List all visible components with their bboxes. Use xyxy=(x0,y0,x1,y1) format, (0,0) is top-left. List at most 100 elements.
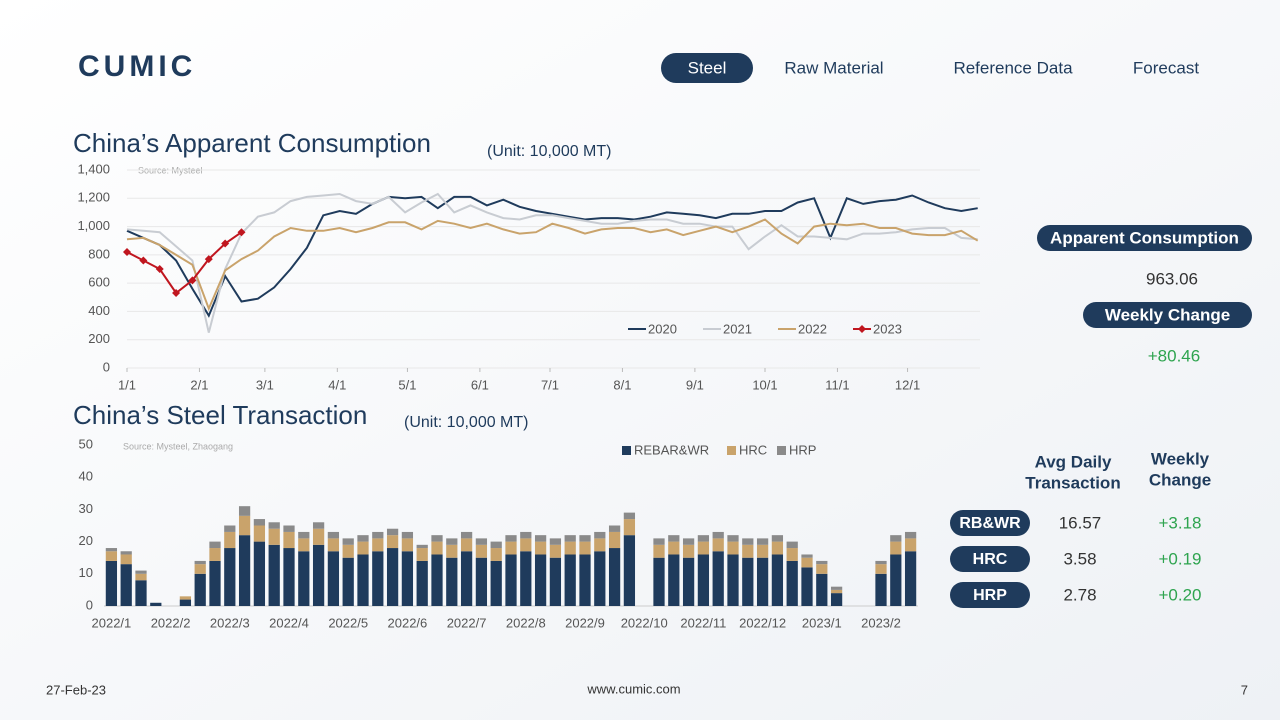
bar-segment xyxy=(342,557,354,606)
y-tick-label: 30 xyxy=(79,501,93,516)
bar-segment xyxy=(135,573,147,581)
y-tick-label: 400 xyxy=(88,303,110,318)
bar-segment xyxy=(105,551,118,561)
bar-segment xyxy=(712,538,724,552)
bar-segment xyxy=(830,593,843,606)
bar-segment xyxy=(682,557,695,606)
y-tick-label: 0 xyxy=(103,359,110,374)
legend-swatch xyxy=(727,446,736,455)
table-value: 16.57 xyxy=(1059,513,1102,532)
bar-segment xyxy=(475,538,488,545)
bar-segment xyxy=(668,541,680,555)
bar-segment xyxy=(327,531,340,539)
bar-segment xyxy=(475,544,488,558)
bar-segment xyxy=(268,528,280,545)
x-tick-label: 9/1 xyxy=(686,377,704,392)
bar-segment xyxy=(742,544,754,558)
y-tick-label: 1,200 xyxy=(77,190,110,205)
logo: CUMIC xyxy=(78,50,196,83)
bar-segment xyxy=(135,580,147,606)
x-tick-label: 2023/1 xyxy=(802,615,842,630)
bar-segment xyxy=(283,525,295,532)
bar-segment xyxy=(386,548,399,606)
bar-segment xyxy=(801,567,813,606)
bar-segment xyxy=(238,535,251,606)
bar-segment xyxy=(446,557,458,606)
bar-segment xyxy=(298,531,310,539)
bar-segment xyxy=(727,541,739,555)
nav-pill[interactable] xyxy=(661,53,753,83)
bar-segment xyxy=(253,541,266,606)
point-marker xyxy=(204,255,213,264)
summary-change: +80.46 xyxy=(1148,346,1200,365)
bar-segment xyxy=(653,544,665,558)
bar-segment xyxy=(268,522,280,529)
legend-label: 2021 xyxy=(723,321,752,336)
x-tick-label: 8/1 xyxy=(613,377,631,392)
bar-segment xyxy=(520,551,532,606)
nav-item[interactable]: Steel xyxy=(688,58,727,77)
table-change: +0.19 xyxy=(1158,549,1201,568)
bar-segment xyxy=(224,525,236,532)
bar-segment xyxy=(431,535,443,542)
label-pill-text: Apparent Consumption xyxy=(1050,228,1239,247)
bar-segment xyxy=(668,535,680,542)
legend-marker xyxy=(858,325,866,333)
bar-segment xyxy=(712,531,724,539)
legend-swatch xyxy=(622,446,631,455)
bar-segment xyxy=(298,551,310,606)
bar-segment xyxy=(653,557,665,606)
bar-segment xyxy=(283,531,295,549)
bar-segment xyxy=(549,557,562,606)
chart-title: China’s Apparent Consumption xyxy=(73,128,431,158)
label-pill xyxy=(950,510,1030,536)
bar-segment xyxy=(416,560,428,606)
x-tick-label: 2022/8 xyxy=(506,615,546,630)
table-change: +3.18 xyxy=(1158,513,1201,532)
bar-segment xyxy=(475,557,488,606)
bar-segment xyxy=(209,548,221,561)
legend-label: 2022 xyxy=(798,321,827,336)
x-tick-label: 1/1 xyxy=(118,377,136,392)
bar-segment xyxy=(460,538,473,552)
x-tick-label: 2022/12 xyxy=(739,615,786,630)
bar-segment xyxy=(416,548,428,561)
bar-segment xyxy=(357,535,369,542)
bar-segment xyxy=(594,538,606,552)
bar-segment xyxy=(904,551,917,606)
bar-segment xyxy=(904,531,917,539)
bar-segment xyxy=(534,541,547,555)
bar-segment xyxy=(816,560,828,565)
bar-segment xyxy=(623,519,636,536)
bar-segment xyxy=(224,531,236,549)
bar-segment xyxy=(460,531,473,539)
column-header: Avg Daily xyxy=(1035,452,1112,471)
bar-segment xyxy=(742,557,754,606)
bar-segment xyxy=(224,548,236,606)
x-tick-label: 6/1 xyxy=(471,377,489,392)
y-tick-label: 10 xyxy=(79,565,93,580)
bar-segment xyxy=(194,564,206,574)
label-pill-text: HRC xyxy=(973,551,1008,568)
bar-segment xyxy=(904,538,917,552)
label-pill-text: RB&WR xyxy=(959,515,1021,532)
chart-unit: (Unit: 10,000 MT) xyxy=(404,414,528,431)
bar-segment xyxy=(697,535,710,542)
bar-segment xyxy=(209,541,221,549)
bar-segment xyxy=(771,541,784,555)
bar-segment xyxy=(298,538,310,552)
bar-segment xyxy=(594,531,606,539)
bar-segment xyxy=(372,538,384,552)
x-tick-label: 4/1 xyxy=(328,377,346,392)
point-marker xyxy=(139,256,148,265)
legend-label: 2023 xyxy=(873,321,902,336)
x-tick-label: 2022/11 xyxy=(680,615,726,630)
nav-item[interactable]: Raw Material xyxy=(784,58,883,77)
nav-item[interactable]: Reference Data xyxy=(953,58,1073,77)
label-pill-text: Weekly Change xyxy=(1105,305,1230,324)
bar-segment xyxy=(401,531,414,539)
bar-segment xyxy=(105,548,118,552)
nav-item[interactable]: Forecast xyxy=(1133,58,1199,77)
footer-date: 27-Feb-23 xyxy=(46,682,106,697)
